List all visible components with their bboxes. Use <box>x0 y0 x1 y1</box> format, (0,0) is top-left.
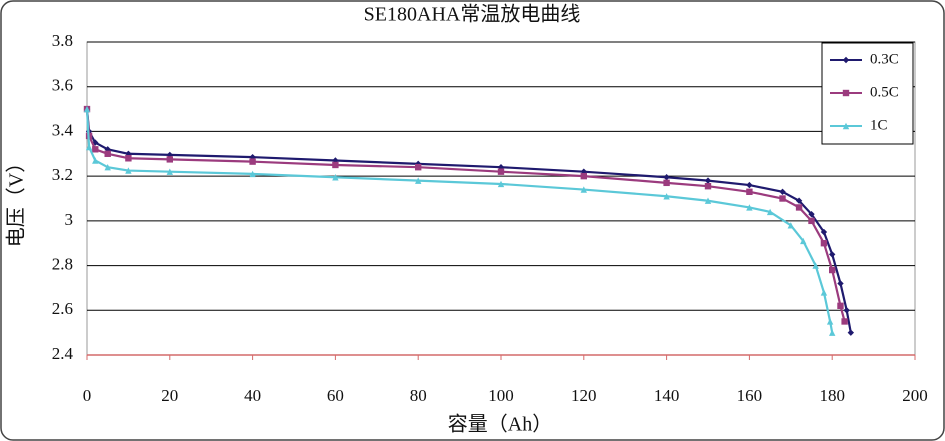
marker <box>795 204 803 211</box>
marker <box>842 122 850 130</box>
marker <box>820 240 828 247</box>
y-tick-label: 3.2 <box>52 165 73 184</box>
x-tick-label: 40 <box>244 386 261 405</box>
marker <box>85 143 93 151</box>
marker <box>829 251 836 258</box>
series-line <box>85 108 852 333</box>
marker <box>332 161 339 169</box>
marker <box>249 170 256 178</box>
marker <box>787 222 794 229</box>
marker <box>826 318 834 325</box>
y-tick-label: 2.4 <box>52 344 74 363</box>
x-tick-label: 140 <box>654 386 680 405</box>
marker <box>829 329 836 336</box>
marker <box>704 183 712 190</box>
x-tick-label: 0 <box>83 386 92 405</box>
marker <box>415 177 422 184</box>
x-tick-label: 160 <box>737 386 763 405</box>
y-tick-label: 3.4 <box>52 120 74 139</box>
marker <box>497 168 505 175</box>
marker <box>841 318 848 325</box>
x-tick-label: 200 <box>902 386 928 405</box>
marker <box>829 266 836 274</box>
marker <box>843 307 850 314</box>
marker <box>92 157 99 164</box>
marker <box>332 174 339 181</box>
marker <box>92 146 99 153</box>
marker <box>580 186 587 193</box>
marker <box>125 155 132 162</box>
marker <box>808 210 815 218</box>
marker <box>497 180 505 188</box>
marker <box>663 193 670 200</box>
chart-title: SE180AHA常温放电曲线 <box>364 3 581 26</box>
marker <box>808 217 815 225</box>
marker <box>663 174 670 181</box>
marker <box>820 289 828 296</box>
x-tick-label: 80 <box>410 386 427 405</box>
marker <box>580 168 587 175</box>
marker <box>847 329 855 336</box>
marker <box>766 208 774 216</box>
marker <box>704 197 712 204</box>
legend-text: 1C <box>870 117 888 133</box>
marker <box>842 89 850 97</box>
marker <box>104 164 111 171</box>
marker <box>580 172 587 180</box>
y-tick-label: 2.8 <box>52 254 73 273</box>
y-axis-title: 电压（V） <box>5 153 28 247</box>
marker <box>746 181 753 189</box>
marker <box>92 139 99 146</box>
marker <box>837 280 844 287</box>
x-tick-label: 120 <box>571 386 597 405</box>
y-tick-label: 3 <box>65 210 74 229</box>
marker <box>166 168 173 175</box>
x-tick-label: 60 <box>327 386 344 405</box>
y-tick-label: 3.8 <box>52 31 73 50</box>
marker <box>812 262 819 269</box>
marker <box>415 164 422 171</box>
x-tick-label: 180 <box>819 386 845 405</box>
x-tick-label: 100 <box>488 386 514 405</box>
x-tick-label: 20 <box>161 386 178 405</box>
marker <box>746 204 753 211</box>
marker <box>166 156 173 163</box>
y-tick-label: 2.6 <box>52 299 73 318</box>
marker <box>779 188 786 195</box>
marker <box>800 237 807 245</box>
marker <box>795 197 803 204</box>
marker <box>104 150 111 157</box>
marker <box>746 188 753 195</box>
marker <box>837 302 844 310</box>
marker <box>779 195 786 202</box>
marker <box>249 158 256 165</box>
marker <box>842 56 850 64</box>
legend-text: 0.5C <box>870 84 899 100</box>
x-axis-title: 容量（Ah） <box>448 413 552 436</box>
marker <box>820 228 828 236</box>
marker <box>663 179 670 187</box>
legend-text: 0.3C <box>870 51 899 67</box>
y-tick-label: 3.6 <box>52 76 73 95</box>
marker <box>125 167 132 174</box>
marker <box>704 177 712 184</box>
marker <box>83 105 91 113</box>
